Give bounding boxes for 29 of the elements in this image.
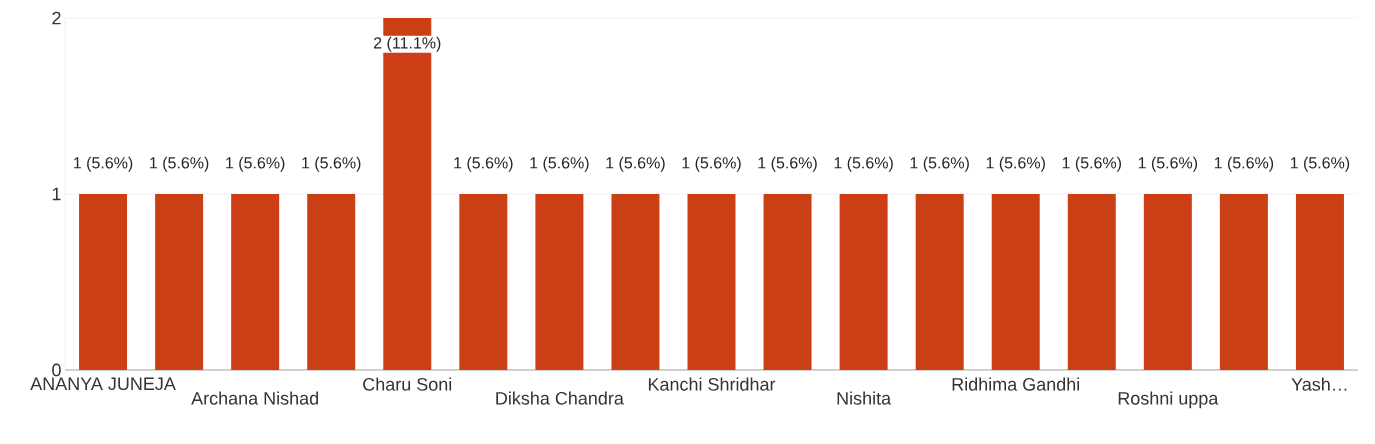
x-tick-label: Diksha Chandra xyxy=(496,391,624,405)
x-tick-label: ANANYA JUNEJA xyxy=(30,377,176,391)
data-label: 1 (5.6%) xyxy=(454,156,513,172)
data-label: 1 (5.6%) xyxy=(150,156,209,172)
x-tick-label: Ridhima Gandhi xyxy=(952,377,1080,391)
data-label: 1 (5.6%) xyxy=(606,156,665,172)
y-tick-label: 2 xyxy=(52,11,61,25)
data-label: 1 (5.6%) xyxy=(1290,156,1350,172)
data-label: 1 (5.6%) xyxy=(682,156,741,172)
data-label: 1 (5.6%) xyxy=(1214,156,1274,172)
x-tick-label: Yash… xyxy=(1291,377,1347,391)
y-tick-label: 0 xyxy=(52,363,61,377)
data-label: 1 (5.6%) xyxy=(834,156,893,172)
data-label: 1 (5.6%) xyxy=(1062,156,1121,172)
data-label: 1 (5.6%) xyxy=(74,156,133,172)
data-label: 1 (5.6%) xyxy=(1138,156,1198,172)
data-label: 2 (11.1%) xyxy=(373,36,441,52)
data-label: 1 (5.6%) xyxy=(986,156,1045,172)
data-label: 1 (5.6%) xyxy=(226,156,285,172)
data-label: 1 (5.6%) xyxy=(530,156,589,172)
x-tick-label: Nishita xyxy=(837,391,892,405)
x-tick-label: Roshni uppa xyxy=(1118,391,1219,409)
x-tick-label: Charu Soni xyxy=(363,377,452,391)
data-label: 1 (5.6%) xyxy=(302,156,361,172)
y-tick-label: 1 xyxy=(52,187,61,201)
data-label: 1 (5.6%) xyxy=(910,156,969,172)
x-tick-label: Archana Nishad xyxy=(191,391,318,405)
x-tick-label: Kanchi Shridhar xyxy=(648,377,776,391)
data-label: 1 (5.6%) xyxy=(758,156,817,172)
